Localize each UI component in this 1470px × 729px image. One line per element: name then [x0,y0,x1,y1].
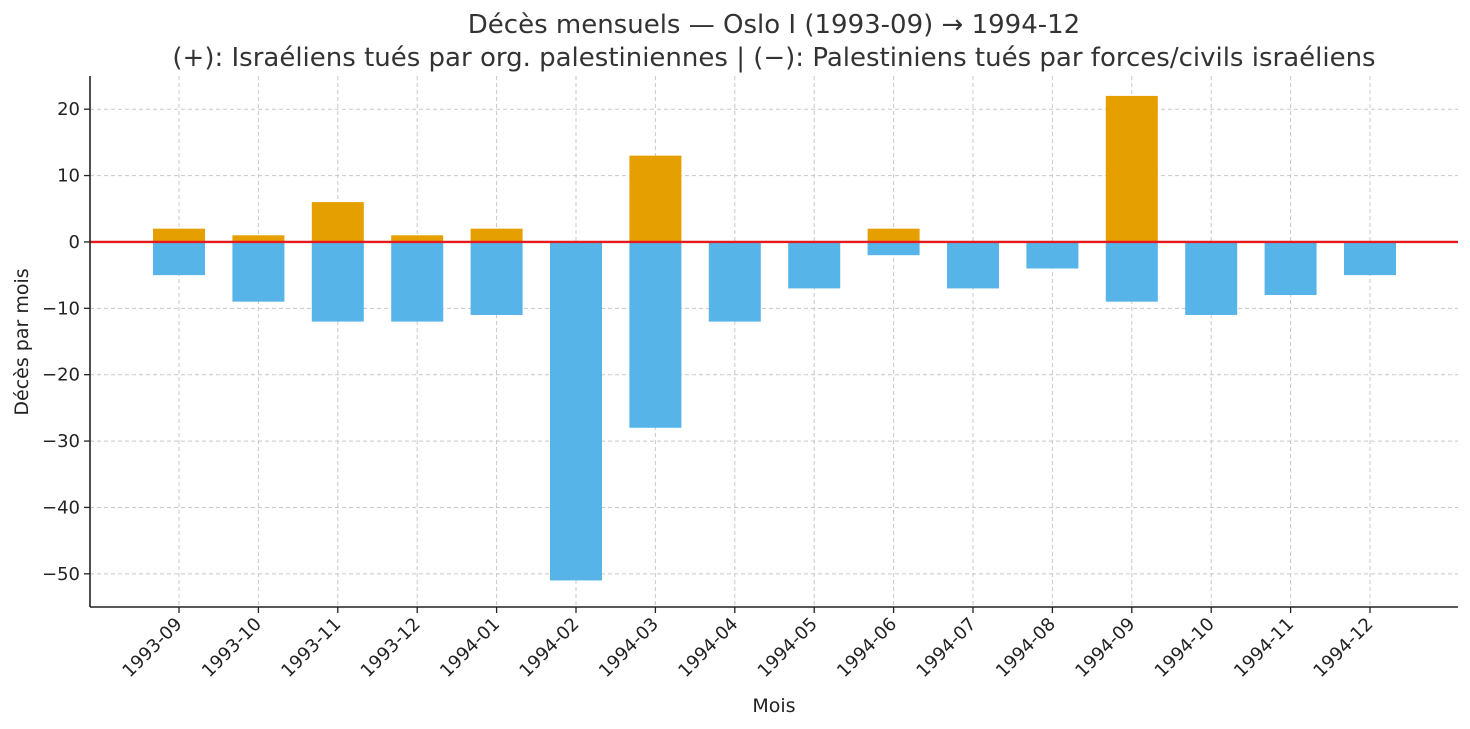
bar-positive [311,202,364,242]
x-tick-label: 1994-05 [754,614,822,682]
x-tick-label: 1994-10 [1151,614,1219,682]
x-tick-label: 1993-12 [357,614,425,682]
y-tick-label: −50 [42,564,80,585]
chart-title: Décès mensuels — Oslo I (1993-09) → 1994… [468,10,1080,40]
bar-negative [788,241,841,289]
x-tick-label: 1994-07 [912,614,980,682]
y-tick-label: 0 [69,232,80,253]
bars [90,95,1458,581]
bar-positive [867,228,920,242]
x-tick-label: 1993-11 [277,614,345,682]
bar-negative [1105,241,1158,302]
x-tick-label: 1994-01 [436,614,504,682]
x-tick-label: 1993-09 [118,614,186,682]
y-axis-label: Décès par mois [11,268,33,415]
x-tick-label: 1994-03 [595,614,663,682]
bar-positive [153,228,205,242]
x-tick-label: 1993-10 [198,614,266,682]
y-tick-label: 20 [57,99,80,120]
bar-positive [391,235,444,242]
bar-positive [470,228,523,242]
bar-negative [867,241,920,256]
x-tick-label: 1994-09 [1071,614,1139,682]
bar-positive [1105,95,1158,242]
x-tick-label: 1994-12 [1309,614,1377,682]
bar-negative [1185,241,1238,315]
x-tick-label: 1994-11 [1230,614,1298,682]
bar-negative [1264,241,1317,296]
y-tick-label: 10 [57,166,80,187]
bar-negative [391,241,444,322]
y-tick-label: −30 [42,431,80,452]
bar-negative [232,241,285,302]
y-tick-label: −10 [42,298,80,319]
bar-negative [550,241,602,581]
bar-negative [311,241,364,322]
bar-negative [708,241,761,322]
x-tick-label: 1994-08 [992,614,1060,682]
bar-negative [629,241,682,428]
y-tick-label: −40 [42,497,80,518]
bar-negative [947,241,999,289]
bar-negative [470,241,523,315]
x-axis-label: Mois [752,695,795,717]
x-tick-label: 1994-02 [515,614,583,682]
chart-subtitle: (+): Israéliens tués par org. palestinie… [172,43,1375,73]
bar-positive [232,235,285,242]
bar-negative [153,241,205,276]
y-tick-label: −20 [42,365,80,386]
bar-negative [1344,241,1396,276]
axes [84,76,1458,613]
bar-negative [1026,241,1079,269]
grid [90,76,1458,607]
x-tick-label: 1994-04 [674,614,742,682]
x-tick-label: 1994-06 [833,614,901,682]
bar-positive [629,155,682,242]
